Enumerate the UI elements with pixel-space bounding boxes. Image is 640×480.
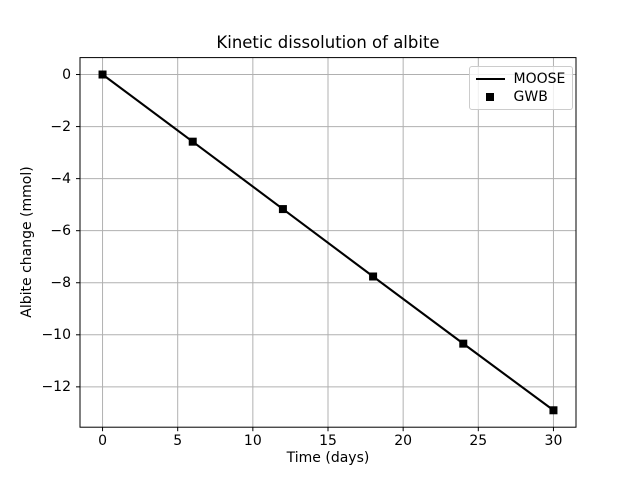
- y-tick-label: −2: [50, 118, 71, 135]
- x-tick-label: 30: [544, 432, 563, 449]
- x-tick-label: 5: [173, 432, 183, 449]
- x-tick-label: 15: [319, 432, 337, 449]
- y-tick-label: −4: [50, 170, 71, 187]
- y-tick-label: −6: [50, 222, 71, 239]
- legend-line-swatch: [475, 77, 505, 80]
- series-marker-gwb: [278, 205, 287, 214]
- legend-marker-swatch: [476, 92, 505, 101]
- chart-title: Kinetic dissolution of albite: [216, 33, 440, 52]
- series-marker-gwb: [98, 70, 107, 79]
- series-marker-gwb: [459, 339, 468, 348]
- legend: MOOSE GWB: [468, 65, 573, 110]
- series-marker-gwb: [369, 272, 378, 281]
- y-tick-label: 0: [62, 66, 71, 83]
- y-tick-label: −10: [41, 326, 71, 343]
- line-sample-icon: [475, 77, 505, 80]
- square-marker-icon: [486, 92, 494, 101]
- y-axis-label: Albite change (mmol): [19, 166, 35, 318]
- x-tick-label: 10: [243, 432, 262, 449]
- series-marker-gwb: [549, 406, 558, 415]
- x-tick-label: 20: [394, 432, 413, 449]
- y-tick-label: −12: [41, 378, 71, 395]
- x-tick-label: 0: [98, 432, 107, 449]
- x-tick-label: 25: [469, 432, 488, 449]
- legend-label-moose: MOOSE: [513, 70, 566, 87]
- y-tick-label: −8: [50, 274, 71, 291]
- x-axis-label: Time (days): [286, 450, 370, 466]
- legend-entry-gwb: GWB: [476, 89, 566, 105]
- legend-label-gwb: GWB: [513, 88, 548, 105]
- legend-entry-moose: MOOSE: [475, 70, 566, 87]
- series-line-moose: [101, 73, 555, 412]
- series-marker-gwb: [188, 137, 197, 146]
